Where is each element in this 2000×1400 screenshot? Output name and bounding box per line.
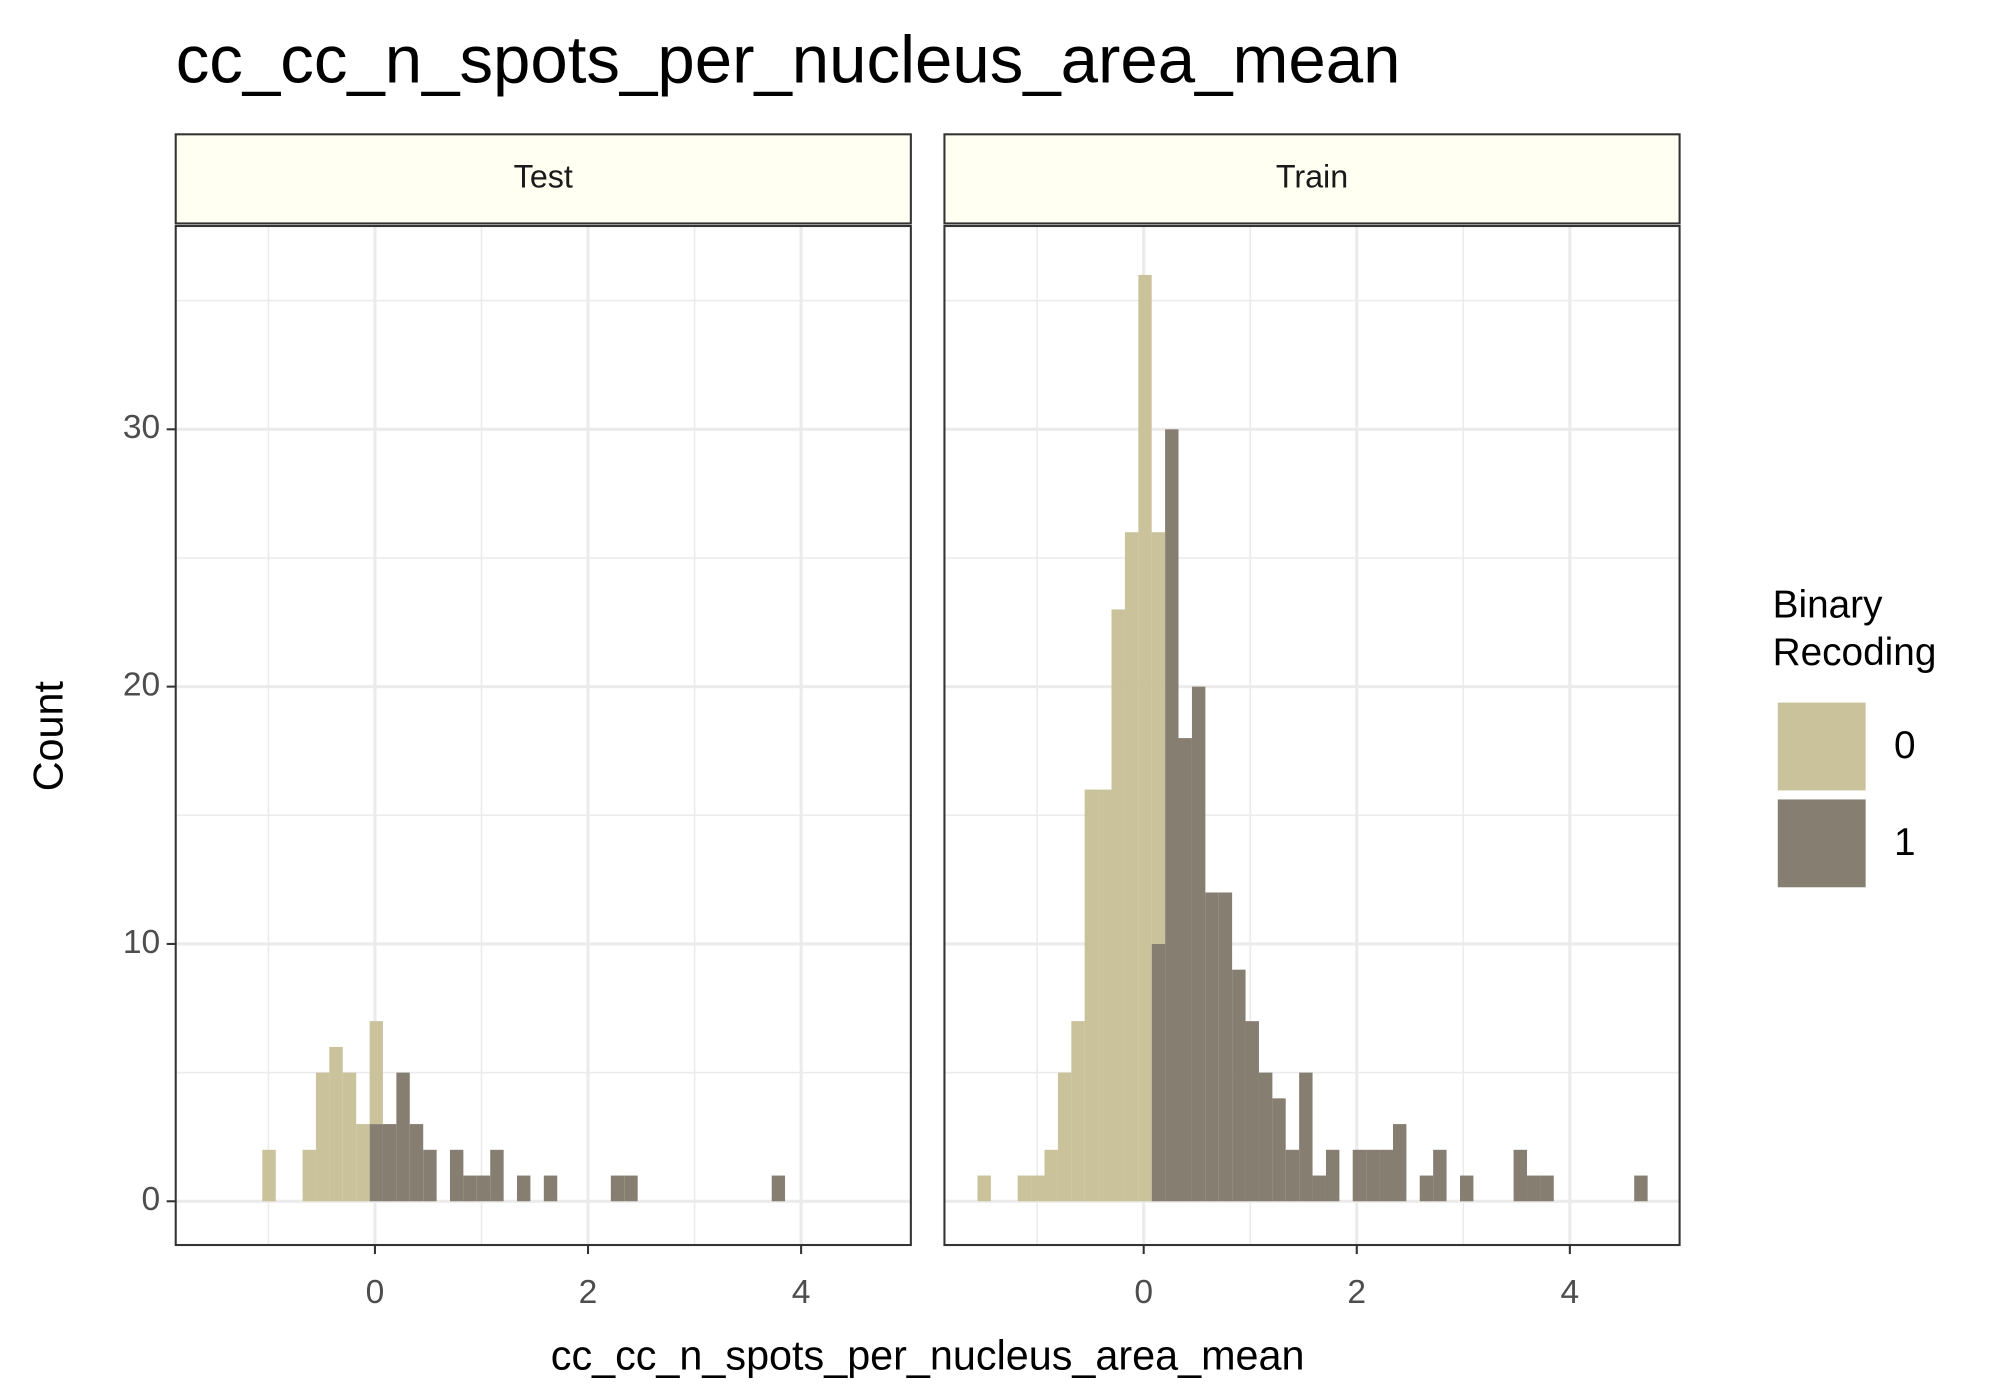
histogram-bar <box>1460 1175 1474 1202</box>
histogram-bar <box>302 1149 316 1202</box>
histogram-bar <box>1031 1175 1045 1202</box>
facet-label: Test <box>514 158 573 194</box>
facet-label: Train <box>1276 158 1348 194</box>
y-tick-label: 10 <box>123 924 160 961</box>
histogram-bar <box>1205 892 1219 1202</box>
panel-border <box>943 224 1681 1247</box>
histogram-bar <box>1124 532 1139 1202</box>
histogram-bar <box>1057 1072 1072 1202</box>
histogram-bar <box>1232 969 1246 1202</box>
x-tick-label: 4 <box>1561 1274 1580 1311</box>
histogram-bar <box>382 1124 397 1202</box>
x-tick-label: 0 <box>366 1274 385 1311</box>
legend-key <box>1777 799 1866 888</box>
histogram-bar <box>476 1175 491 1202</box>
histogram-bar <box>1540 1175 1554 1202</box>
histogram-bar <box>315 1072 330 1202</box>
histogram-bar <box>409 1124 424 1202</box>
histogram-bar <box>1084 789 1099 1202</box>
histogram-bar <box>1299 1072 1313 1202</box>
histogram-bar <box>1098 789 1112 1202</box>
histogram-bar <box>977 1175 991 1202</box>
histogram-bar <box>610 1175 625 1202</box>
histogram-bar <box>1527 1175 1541 1202</box>
facet-strip <box>174 133 912 225</box>
x-tick-label: 2 <box>1347 1274 1366 1311</box>
histogram-bar <box>771 1175 786 1202</box>
histogram-bar <box>490 1149 504 1202</box>
histogram-bar <box>356 1124 370 1202</box>
histogram-bar <box>1634 1175 1648 1202</box>
histogram-bar <box>1352 1149 1367 1202</box>
histogram-bar <box>423 1149 437 1202</box>
histogram-bar <box>1392 1124 1407 1202</box>
histogram-bar <box>1151 532 1166 944</box>
histogram-bar <box>1071 1021 1085 1202</box>
histogram-bar <box>329 1046 343 1202</box>
histogram-bar <box>463 1175 477 1202</box>
histogram-bar <box>1245 1021 1259 1202</box>
panel-background <box>175 226 911 1246</box>
panel-border <box>174 224 912 1247</box>
x-tick-label: 0 <box>1134 1274 1153 1311</box>
histogram-bar <box>1191 686 1206 1202</box>
histogram-bar <box>1513 1149 1528 1202</box>
histogram-bar <box>1178 738 1192 1202</box>
histogram-bar <box>1138 274 1152 1202</box>
histogram-bar <box>1419 1175 1434 1202</box>
legend-key <box>1777 702 1866 791</box>
histogram-bar <box>369 1124 383 1202</box>
x-tick-label: 2 <box>579 1274 598 1311</box>
histogram-bar <box>396 1072 410 1202</box>
facet-strip <box>943 133 1681 225</box>
histogram-bar <box>1272 1098 1286 1202</box>
histogram-bar <box>1151 943 1166 1202</box>
histogram-bar <box>543 1175 558 1202</box>
histogram-bar <box>1325 1149 1340 1202</box>
histogram-bar <box>1111 609 1125 1202</box>
histogram-bar <box>1366 1149 1380 1202</box>
histogram-bar <box>1285 1149 1300 1202</box>
histogram-bar <box>449 1149 464 1202</box>
legend-label: 0 <box>1894 724 1916 767</box>
histogram-bar <box>1017 1175 1032 1202</box>
histogram-bar <box>342 1072 357 1202</box>
legend-title-box: Binary Recoding <box>1772 583 1937 675</box>
legend-title: Binary Recoding <box>1772 583 1937 675</box>
histogram-bar <box>1044 1149 1058 1202</box>
histogram-bar <box>1379 1149 1393 1202</box>
y-tick-label: 30 <box>123 409 160 446</box>
y-tick-label: 20 <box>123 667 160 704</box>
histogram-bar <box>1165 429 1179 1202</box>
histogram-bar <box>1433 1149 1447 1202</box>
histogram-bar <box>516 1175 531 1202</box>
histogram-bar <box>1258 1072 1273 1202</box>
histogram-bar <box>624 1175 638 1202</box>
histogram-bar <box>1218 892 1233 1202</box>
x-tick-label: 4 <box>792 1274 811 1311</box>
legend-label: 1 <box>1894 821 1916 864</box>
x-axis-label: cc_cc_n_spots_per_nucleus_area_mean <box>551 1333 1305 1379</box>
y-axis-label: Count <box>26 681 72 792</box>
histogram-bar <box>369 1021 383 1125</box>
histogram-bar <box>262 1149 276 1202</box>
y-tick-label: 0 <box>142 1181 161 1218</box>
histogram-bar <box>1312 1175 1326 1202</box>
chart-title: cc_cc_n_spots_per_nucleus_area_mean <box>176 22 1401 97</box>
